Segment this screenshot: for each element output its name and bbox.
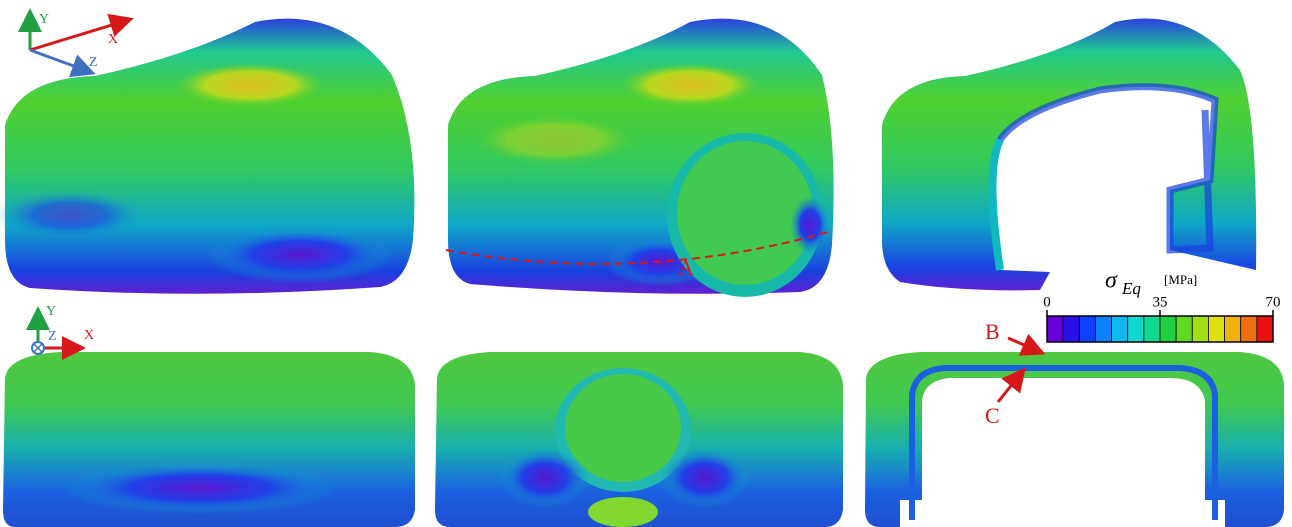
axis-label: Z (89, 55, 98, 70)
callout-a: A (678, 255, 694, 280)
arrow-b (1008, 338, 1040, 352)
callout-b: B (985, 319, 1000, 344)
color-step (1095, 316, 1111, 342)
colorbar-tick-label: 0 (1043, 294, 1051, 310)
axis-label: X (84, 328, 94, 343)
axis-label: Y (39, 12, 49, 27)
axis-label: Z (48, 329, 57, 344)
color-step (1128, 316, 1144, 342)
color-step (1079, 316, 1095, 342)
color-step (1241, 316, 1257, 342)
triad-bottom: Y Z X (32, 304, 94, 354)
color-step (1225, 316, 1241, 342)
colorbar-tick-label: 35 (1153, 294, 1168, 310)
color-step (1144, 316, 1160, 342)
color-step (1047, 316, 1063, 342)
color-step (1208, 316, 1224, 342)
color-step (1063, 316, 1079, 342)
color-step (1176, 316, 1192, 342)
color-step (1192, 316, 1208, 342)
figure: A B C Y X Z Y Z X σ Eq [MPa] 0 35 70 (0, 0, 1292, 527)
color-step (1257, 316, 1273, 342)
callout-c: C (985, 403, 1000, 428)
triad-top: Y X Z (30, 12, 128, 72)
model-bottom-middle (435, 352, 843, 527)
colorbar: σ Eq [MPa] 0 35 70 (1043, 268, 1280, 343)
model-bottom-left (3, 352, 415, 527)
colorbar-unit: [MPa] (1164, 272, 1197, 287)
colorbar-subscript: Eq (1121, 279, 1141, 298)
model-top-left (0, 19, 414, 294)
model-bottom-right (865, 352, 1284, 527)
axis-label: Y (46, 304, 56, 319)
colorbar-symbol: σ (1105, 268, 1118, 294)
color-step (1112, 316, 1128, 342)
model-top-middle: A (446, 19, 834, 297)
axis-label: X (108, 32, 118, 47)
model-top-right (882, 18, 1256, 290)
colorbar-tick-label: 70 (1266, 294, 1281, 310)
color-step (1160, 316, 1176, 342)
